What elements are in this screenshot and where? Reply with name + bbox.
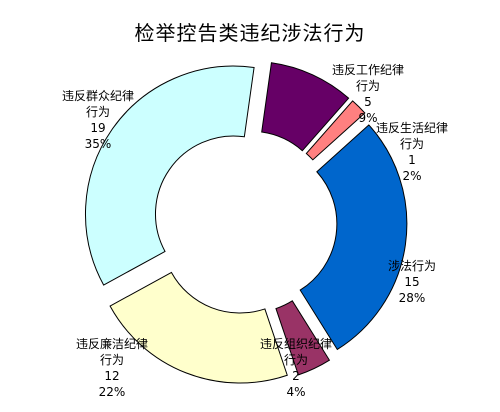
labels-group: 违反工作纪律行为 5 9%违反生活纪律行为 1 2% 涉法行为 15 28% 违反组织纪律行为 2… (62, 63, 448, 399)
slice-label: 违反工作纪律行为 5 9% (332, 63, 404, 125)
slice-label: 涉法行为 15 28% (388, 259, 436, 305)
pie-slice (275, 300, 331, 376)
pie-slice (109, 271, 288, 384)
pie-slice (261, 62, 350, 152)
pie-slice (299, 124, 408, 351)
pie-slice (305, 100, 366, 161)
slice-label: 违反廉洁纪律行为 12 22% (76, 336, 148, 399)
pie-slice (85, 65, 255, 286)
slice-label: 违反生活纪律行为 1 2% (376, 121, 448, 183)
slice-label: 违反组织纪律行为 2 4% (260, 337, 332, 399)
slices-group (85, 62, 408, 384)
chart-title: 检举控告类违纪涉法行为 (135, 21, 366, 45)
slice-label: 违反群众纪律行为 19 35% (62, 89, 134, 151)
